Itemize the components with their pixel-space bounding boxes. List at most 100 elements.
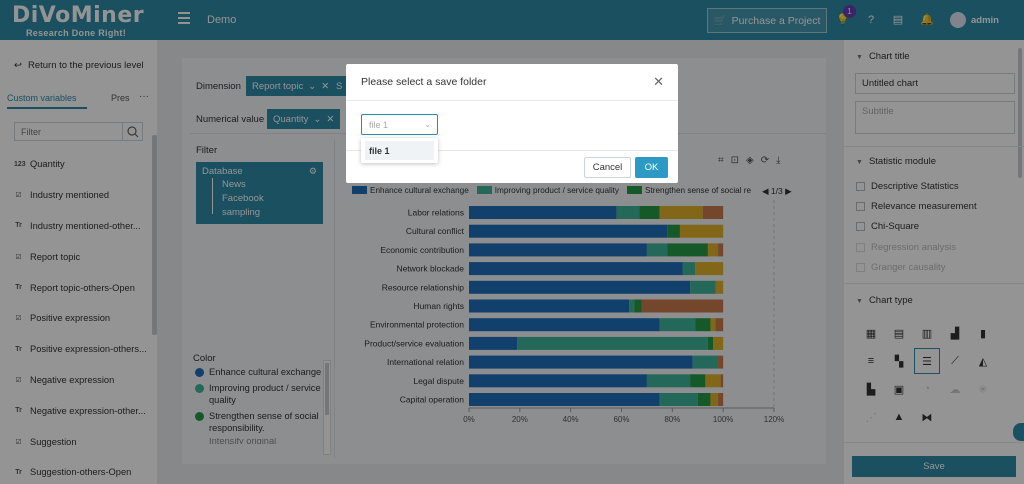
bar-segment[interactable] [705,374,721,388]
bar-segment[interactable] [720,374,724,388]
close-icon[interactable]: ✕ [321,80,330,92]
bar-segment[interactable] [469,243,647,257]
cube-icon[interactable]: ◈ [746,155,754,166]
checkbox-relevance-measurement[interactable]: Relevance measurement [856,201,977,212]
bar-segment[interactable] [469,374,647,388]
more-tabs-icon[interactable]: ··· [139,91,149,102]
bar-segment[interactable] [469,393,660,406]
chart-legend-item[interactable]: Enhance cultural exchange [352,186,469,195]
prev-page-icon[interactable]: ◀ [762,186,769,196]
bar-segment[interactable] [469,355,693,369]
bar-segment[interactable] [616,206,640,219]
back-link[interactable]: ↩ Return to the previous level [14,60,144,71]
dimension-chip-report-topic[interactable]: Report topic ⌄ ✕ [246,76,336,96]
bar-segment[interactable] [659,393,698,406]
bar-segment[interactable] [695,318,711,332]
tab-preset[interactable]: Pres [111,93,130,103]
bar-segment[interactable] [469,224,668,238]
next-page-icon[interactable]: ▶ [785,186,792,196]
database-item-sampling[interactable]: sampling [222,207,261,218]
bar-segment[interactable] [679,224,724,238]
avatar[interactable] [950,12,966,28]
bar-segment[interactable] [646,243,668,257]
bar-segment[interactable] [469,336,518,350]
gear-icon[interactable]: ⚙ [308,166,317,176]
bar-segment[interactable] [707,336,713,350]
bar-segment[interactable] [713,336,724,350]
table-icon[interactable]: ▦ [865,327,877,340]
color-legend-item[interactable]: Enhance cultural exchange [195,366,325,378]
settings-scrollbar[interactable] [1018,48,1022,178]
bell-icon[interactable]: 🔔 [920,14,934,26]
collapse-panel-button[interactable] [1013,423,1024,441]
variable-filter-input[interactable] [15,123,120,140]
logo[interactable]: DiVoMiner Research Done Right! [2,2,162,38]
bar-segment[interactable] [695,262,724,276]
bar-segment[interactable] [718,243,724,257]
pyramid-chart-icon[interactable]: ▲ [893,411,905,423]
line-chart-icon[interactable]: ⟋ [951,354,959,367]
database-item-facebook[interactable]: Facebook [222,193,264,204]
bar-segment[interactable] [697,393,711,406]
purchase-project-button[interactable]: 🛒 Purchase a Project [707,8,827,33]
checkbox-descriptive-statistics[interactable]: Descriptive Statistics [856,181,959,192]
radar-chart-icon[interactable]: ✳ [978,383,988,396]
bar-segment[interactable] [710,318,716,332]
scatter-chart-icon[interactable]: ⋰ [865,411,877,424]
folder-option[interactable]: file 1 [365,141,434,160]
variable-item[interactable]: Tr Positive expression-others... [14,334,150,365]
bar-segment[interactable] [718,355,724,369]
statistic-module-section[interactable]: ▼ Statistic module [856,156,936,167]
folder-select[interactable]: file 1 ⌄ [361,114,438,135]
funnel-chart-icon[interactable]: ⧓ [921,411,933,424]
dimension-chip-second[interactable]: S [333,76,346,96]
chart-type-section[interactable]: ▼ Chart type [856,295,913,306]
combo-chart-icon[interactable]: ▙ [866,383,876,396]
refresh-icon[interactable]: ⟳ [760,155,770,166]
horizontal-bar-icon[interactable]: ≡ [867,355,875,367]
bar-segment[interactable] [667,243,708,257]
download-icon[interactable]: ⤓ [776,155,781,166]
close-icon[interactable]: ✕ [653,74,664,89]
numerical-chip-quantity[interactable]: Quantity ⌄ ✕ [267,109,341,129]
bar-segment[interactable] [718,393,724,406]
crop-icon[interactable]: ⌗ [718,155,724,166]
chart-legend-item[interactable]: Improving product / service quality [476,186,619,195]
chart-legend-item[interactable]: Strengthen sense of social re [627,186,751,195]
checkbox-granger-causality[interactable]: Granger causality [856,262,945,273]
column-chart-icon[interactable]: ▮ [979,327,987,340]
variable-item[interactable]: ☑ Positive expression [14,303,150,334]
color-legend-item-partial[interactable]: Intensify original development [209,438,277,444]
bar-segment[interactable] [634,299,642,313]
bar-segment[interactable] [692,355,719,369]
area-chart-icon[interactable]: ◭ [978,355,988,368]
help-icon[interactable]: ? [867,14,875,26]
bar-segment[interactable] [469,206,617,219]
bar-segment[interactable] [659,318,696,332]
bar-segment[interactable] [659,206,703,219]
bar-segment[interactable] [469,318,660,332]
bar-segment[interactable] [667,224,680,238]
bar-chart-icon[interactable]: ▥ [921,327,933,340]
document-icon[interactable]: ▤ [892,14,904,26]
checkbox-regression-analysis[interactable]: Regression analysis [856,242,956,253]
bar-segment[interactable] [641,299,724,313]
pivot-table-icon[interactable]: ▤ [893,327,905,340]
frame-icon[interactable]: ⊡ [730,155,740,166]
bar-segment[interactable] [469,262,683,276]
save-button[interactable]: Save [852,456,1016,477]
bar-segment[interactable] [715,280,724,294]
variable-item[interactable]: ☑ Suggestion [14,426,150,457]
bar-segment[interactable] [715,318,724,332]
cancel-button[interactable]: Cancel [584,157,631,178]
box-chart-icon[interactable]: ▣ [893,383,905,396]
bar-segment[interactable] [702,206,724,219]
checkbox-chi-square[interactable]: Chi-Square [856,221,919,232]
color-legend-scrollbar[interactable] [323,360,331,455]
bar-segment[interactable] [690,374,706,388]
bar-segment[interactable] [469,299,630,313]
bar-segment[interactable] [710,393,719,406]
bar-segment[interactable] [517,336,708,350]
variable-item[interactable]: ☑ Industry mentioned [14,180,150,211]
search-icon[interactable] [122,123,142,140]
